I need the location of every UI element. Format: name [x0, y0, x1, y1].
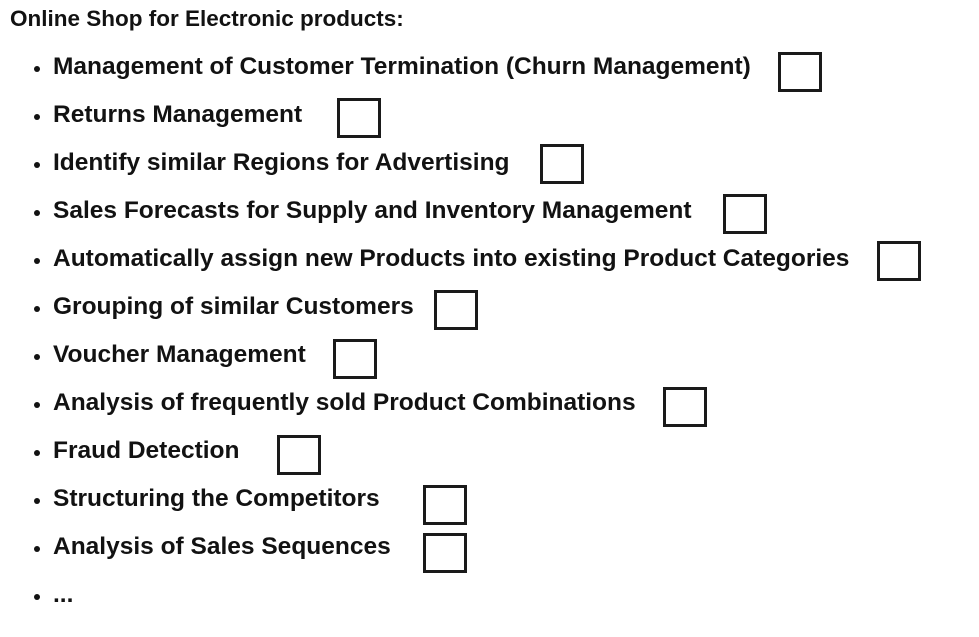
list-item-label: Structuring the Competitors [53, 485, 380, 512]
bullet-icon [34, 498, 40, 504]
list-item-label: Analysis of frequently sold Product Comb… [53, 389, 636, 416]
list-item-label: Grouping of similar Customers [53, 293, 414, 320]
bullet-icon [34, 594, 40, 600]
list-item-label: Automatically assign new Products into e… [53, 245, 850, 272]
list-item-label: ... [53, 581, 74, 608]
checkbox[interactable] [333, 339, 377, 379]
checkbox[interactable] [778, 52, 822, 92]
list-item-label: Analysis of Sales Sequences [53, 533, 391, 560]
list-item-label: Returns Management [53, 101, 303, 128]
bullet-icon [34, 114, 40, 120]
bullet-icon [34, 354, 40, 360]
bullet-icon [34, 258, 40, 264]
list-item-label: Fraud Detection [53, 437, 240, 464]
checkbox[interactable] [723, 194, 767, 234]
page-title: Online Shop for Electronic products: [10, 6, 404, 31]
bullet-icon [34, 162, 40, 168]
checkbox[interactable] [877, 241, 921, 281]
checkbox[interactable] [663, 387, 707, 427]
bullet-icon [34, 450, 40, 456]
checkbox[interactable] [337, 98, 381, 138]
checkbox[interactable] [434, 290, 478, 330]
checkbox[interactable] [423, 485, 467, 525]
bullet-icon [34, 546, 40, 552]
list-item-label: Voucher Management [53, 341, 306, 368]
checkbox[interactable] [423, 533, 467, 573]
bullet-icon [34, 402, 40, 408]
bullet-icon [34, 66, 40, 72]
bullet-icon [34, 210, 40, 216]
list-item-label: Management of Customer Termination (Chur… [53, 53, 751, 80]
checkbox[interactable] [277, 435, 321, 475]
bullet-icon [34, 306, 40, 312]
list-item-label: Identify similar Regions for Advertising [53, 149, 510, 176]
checkbox[interactable] [540, 144, 584, 184]
list-item-label: Sales Forecasts for Supply and Inventory… [53, 197, 692, 224]
